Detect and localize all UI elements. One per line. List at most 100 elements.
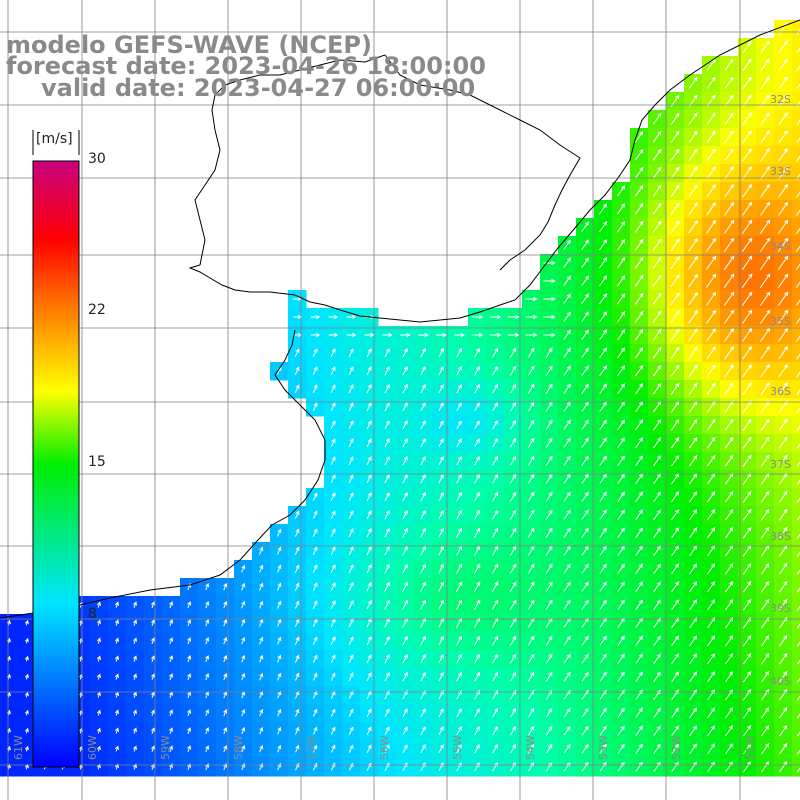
lon-label: 55W	[451, 735, 464, 760]
wind-arrow	[420, 762, 426, 772]
wind-arrow	[294, 618, 300, 627]
wind-arrow	[474, 456, 480, 466]
wind-arrow	[778, 742, 788, 755]
wind-arrow	[581, 383, 589, 394]
wind-arrow	[384, 509, 390, 520]
wind-arrow	[671, 707, 679, 718]
wind-arrow	[402, 671, 408, 682]
wind-arrow	[348, 690, 354, 699]
wind-arrow	[670, 112, 680, 125]
wind-arrow	[670, 130, 680, 143]
wind-arrow	[474, 708, 480, 718]
wind-arrow	[759, 219, 771, 234]
wind-arrow	[688, 237, 698, 252]
wind-arrow	[581, 455, 589, 466]
wind-arrow	[778, 183, 788, 198]
wind-arrow	[348, 636, 354, 646]
wind-arrow	[670, 238, 680, 252]
wind-arrow	[795, 281, 800, 288]
wind-arrow	[616, 274, 626, 287]
wind-arrow	[418, 332, 429, 338]
wind-arrow	[420, 635, 426, 646]
wind-arrow	[742, 382, 752, 396]
colorbar-unit-bracket	[32, 130, 80, 155]
wind-arrow	[187, 637, 192, 645]
wind-arrow	[777, 309, 789, 324]
wind-arrow	[778, 472, 788, 485]
wind-arrow	[689, 581, 698, 593]
wind-arrow	[796, 65, 800, 72]
wind-arrow	[151, 727, 155, 734]
wind-arrow	[294, 600, 300, 609]
wind-arrow	[742, 130, 752, 144]
wind-arrow	[617, 653, 625, 664]
wind-arrow	[402, 581, 408, 592]
wind-arrow	[760, 327, 771, 342]
wind-arrow	[114, 691, 119, 698]
wind-arrow	[294, 582, 300, 591]
wind-arrow	[402, 509, 408, 520]
wind-arrow	[492, 455, 499, 466]
wind-arrow	[151, 637, 156, 644]
wind-arrow	[474, 402, 480, 412]
wind-arrow	[725, 671, 734, 683]
wind-arrow	[689, 707, 697, 719]
wind-arrow	[688, 76, 698, 89]
wind-arrow	[545, 419, 553, 430]
wind-arrow	[778, 760, 788, 773]
wind-arrow	[330, 636, 336, 646]
wind-arrow	[277, 744, 282, 753]
wind-arrow	[635, 437, 644, 449]
wind-arrow	[599, 635, 607, 646]
wind-arrow	[671, 581, 680, 593]
wind-arrow	[634, 274, 644, 287]
wind-speed-cell	[792, 560, 800, 579]
wind-arrow	[384, 563, 390, 574]
wind-arrow	[778, 724, 788, 737]
wind-arrow	[366, 545, 372, 556]
wind-arrow	[151, 619, 156, 626]
wind-arrow	[796, 677, 800, 683]
wind-arrow	[617, 563, 625, 574]
wind-arrow	[473, 527, 481, 538]
wind-arrow	[724, 148, 734, 162]
wind-arrow	[634, 310, 644, 323]
wind-arrow	[330, 456, 336, 466]
wind-arrow	[277, 600, 282, 609]
wind-arrow	[312, 366, 318, 376]
wind-arrow	[563, 509, 571, 520]
wind-arrow	[294, 564, 300, 573]
wind-speed-cell	[792, 74, 800, 93]
lat-label: 33S	[770, 165, 791, 178]
wind-arrow	[384, 708, 390, 718]
wind-arrow	[741, 273, 753, 289]
wind-arrow	[187, 727, 192, 735]
wind-arrow	[474, 653, 480, 664]
wind-arrow	[402, 456, 408, 466]
wind-arrow	[795, 245, 800, 252]
wind-arrow	[617, 383, 625, 395]
wind-arrow	[581, 545, 589, 556]
wind-arrow	[330, 744, 336, 753]
wind-arrow	[599, 275, 608, 287]
wind-arrow	[223, 727, 228, 735]
wind-arrow	[24, 673, 29, 680]
wind-arrow	[670, 274, 680, 288]
wind-arrow	[563, 257, 571, 268]
wind-arrow	[545, 743, 553, 754]
wind-arrow	[456, 527, 462, 538]
wind-arrow	[635, 671, 643, 682]
wind-arrow	[366, 474, 372, 484]
wind-arrow	[456, 509, 463, 520]
wind-arrow	[563, 311, 571, 322]
wind-speed-cell	[792, 524, 800, 543]
wind-arrow	[581, 347, 589, 358]
wind-arrow	[474, 438, 480, 448]
wind-arrow	[474, 509, 480, 520]
wind-arrow	[778, 706, 788, 719]
wind-arrow	[114, 655, 119, 662]
wind-arrow	[420, 347, 426, 358]
wind-arrow	[348, 456, 354, 466]
wind-arrow	[382, 332, 393, 338]
wind-arrow	[599, 491, 607, 502]
